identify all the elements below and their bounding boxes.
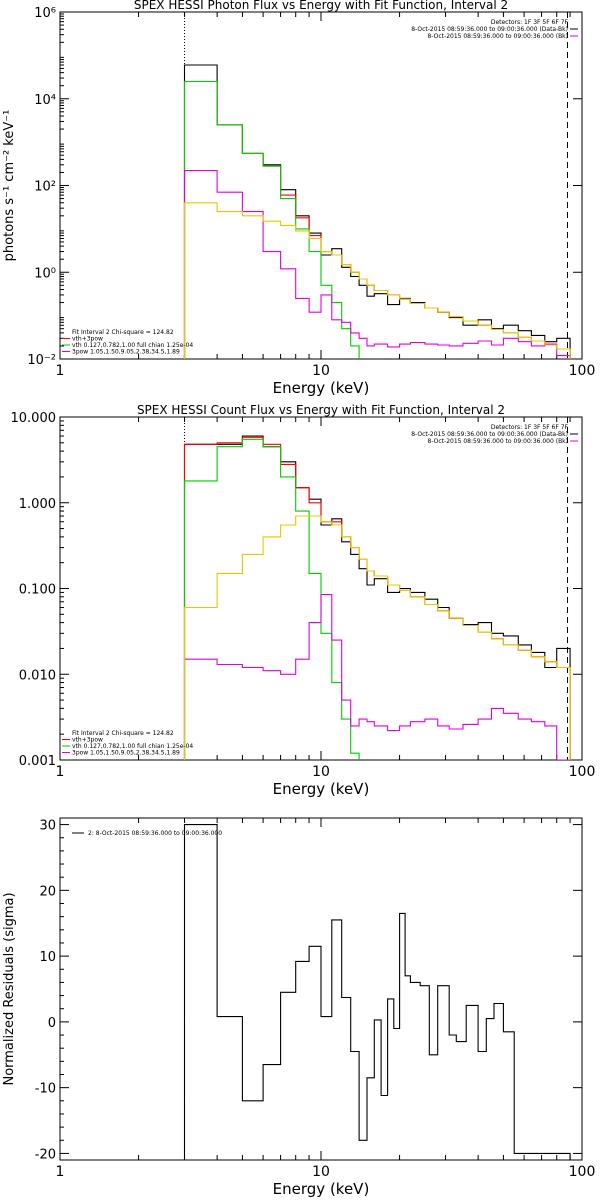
y-tick-label: 10⁻² bbox=[27, 353, 56, 368]
y-tick-label: 0 bbox=[48, 1016, 56, 1031]
legend-entry: vth 0.127,0.782,1.00 full chian 1.25e-04 bbox=[72, 342, 193, 349]
plot-panel-2: 1 10 100 0.001 0.010 0.100 1.000 10.000 SPEX HES… bbox=[11, 403, 596, 798]
x-tick-label: 100 bbox=[569, 363, 596, 379]
x-tick-label: 100 bbox=[569, 764, 596, 780]
series-vth bbox=[183, 80, 360, 359]
x-tick-label: 1 bbox=[56, 1164, 65, 1180]
x-tick-label: 10 bbox=[312, 1164, 330, 1180]
series-residuals bbox=[183, 824, 571, 1160]
plot-panel-3: 1 10 100 -20 -10 0 10 20 30 Energy (keV) Normalize… bbox=[2, 817, 596, 1198]
header-line: 8-Oct-2015 08:59:36.000 to 09:00:36.000 … bbox=[428, 33, 569, 40]
header-line: 8-Oct-2015 08:59:36.000 to 09:00:36.000 … bbox=[428, 438, 569, 445]
y-axis-label: Normalized Residuals (sigma) bbox=[2, 892, 17, 1085]
plot-area bbox=[183, 64, 571, 359]
plot-area bbox=[183, 435, 571, 760]
y-tick-label: 10.000 bbox=[11, 411, 57, 426]
y-tick-label: 10⁶ bbox=[34, 6, 56, 21]
x-tick-label: 10 bbox=[312, 363, 330, 379]
header-line: 8-Oct-2015 08:59:36.000 to 09:00:36.000 … bbox=[411, 26, 568, 33]
x-tick-label: 10 bbox=[312, 764, 330, 780]
x-axis-label: Energy (keV) bbox=[273, 780, 370, 798]
header-line: Detectors: 1F 3F 5F 6F 7F bbox=[491, 424, 569, 431]
y-tick-label: 1.000 bbox=[19, 497, 56, 512]
legend-entry: vth+3pow bbox=[72, 336, 103, 343]
y-tick-label: 0.010 bbox=[19, 668, 56, 683]
legend-entry: vth+3pow bbox=[72, 737, 103, 744]
x-axis-label: Energy (keV) bbox=[273, 1180, 370, 1198]
y-tick-label: 20 bbox=[39, 884, 56, 899]
y-tick-label: 10⁰ bbox=[34, 266, 56, 281]
series-total-overlay- bbox=[183, 202, 571, 359]
legend-entry: 3pow 1.05,1.50,9.05,2.38,34.5,1.89 bbox=[72, 349, 180, 356]
y-axis-label: photons s⁻¹ cm⁻² keV⁻¹ bbox=[2, 110, 17, 262]
x-tick-label: 1 bbox=[56, 363, 65, 379]
header-line: 8-Oct-2015 08:59:36.000 to 09:00:36.000 … bbox=[411, 431, 568, 438]
x-tick-label: 100 bbox=[569, 1164, 596, 1180]
y-tick-label: 10² bbox=[34, 180, 56, 195]
chart-title: SPEX HESSI Count Flux vs Energy with Fit… bbox=[137, 403, 505, 417]
y-tick-label: 10 bbox=[39, 950, 56, 965]
series-total-overlay- bbox=[183, 515, 571, 760]
legend-entry: 3pow 1.05,1.50,9.05,2.38,34.5,1.89 bbox=[72, 750, 180, 757]
legend-entry: Fit Interval 2 Chi-square = 124.82 bbox=[72, 730, 174, 737]
y-tick-label: 10⁴ bbox=[34, 93, 56, 108]
y-tick-label: 0.001 bbox=[19, 754, 56, 769]
y-tick-label: -20 bbox=[35, 1147, 56, 1162]
header-line: Detectors: 1F 3F 5F 6F 7F bbox=[491, 19, 569, 26]
series-data bbox=[183, 435, 571, 760]
series-3pow bbox=[183, 170, 571, 359]
series-3pow bbox=[183, 594, 571, 760]
plot-area bbox=[183, 824, 571, 1160]
plot-panel-1: 1 10 100 10⁻² 10⁰ 10² 10⁴ 10⁶ SPEX HESSI Photon … bbox=[2, 0, 595, 397]
y-tick-label: -10 bbox=[35, 1082, 56, 1097]
legend-entry: 2: 8-Oct-2015 08:59:36.000 to 09:00:36.0… bbox=[88, 830, 222, 837]
x-tick-label: 1 bbox=[56, 764, 65, 780]
legend-entry: Fit Interval 2 Chi-square = 124.82 bbox=[72, 329, 174, 336]
chart-title: SPEX HESSI Photon Flux vs Energy with Fi… bbox=[134, 0, 508, 12]
y-tick-label: 0.100 bbox=[19, 583, 56, 598]
series-vth-3pow bbox=[183, 436, 571, 760]
legend-entry: vth 0.127,0.782,1.00 full chian 1.25e-04 bbox=[72, 743, 193, 750]
series-data bbox=[183, 64, 571, 359]
y-tick-label: 30 bbox=[39, 819, 56, 834]
series-vth bbox=[183, 438, 360, 760]
x-axis-label: Energy (keV) bbox=[273, 379, 370, 397]
